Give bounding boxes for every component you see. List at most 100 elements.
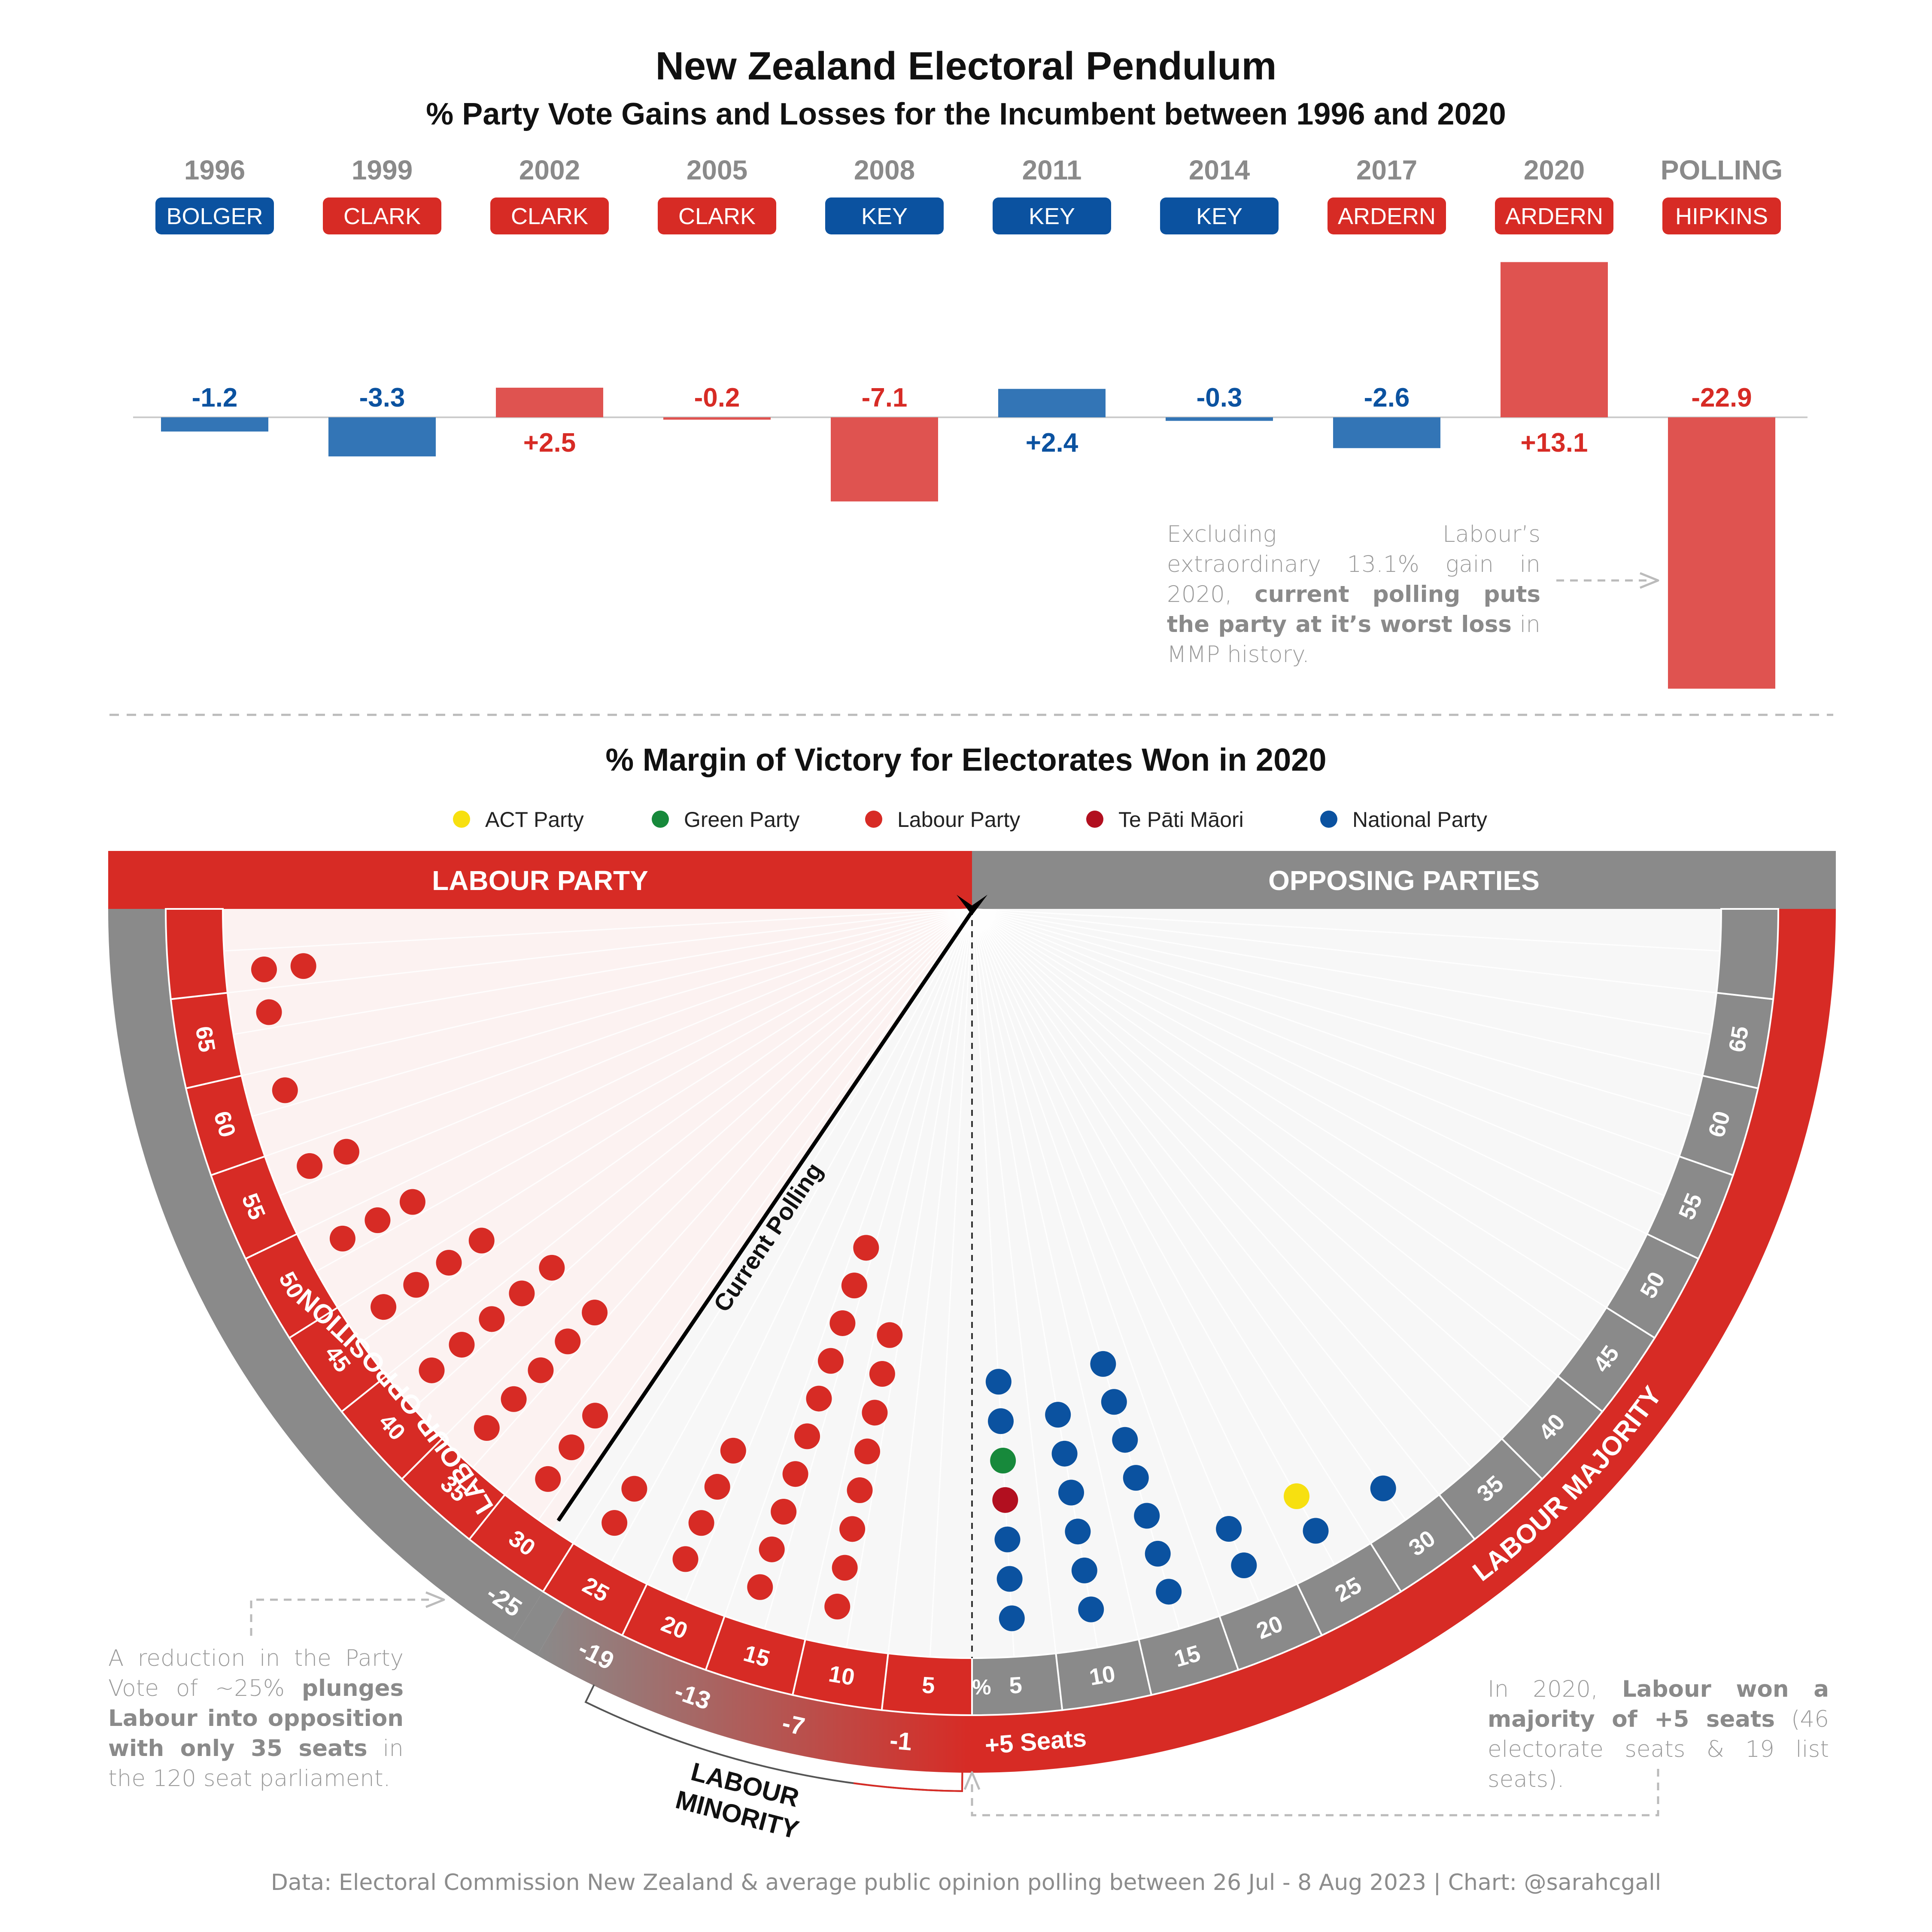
radial-guide <box>472 908 973 1468</box>
radial-guide <box>971 908 1371 1544</box>
bar-value-label: -2.6 <box>1364 383 1410 413</box>
national-electorate-dot <box>1145 1540 1171 1567</box>
national-electorate-dot <box>1045 1402 1071 1428</box>
legend-label: Green Party <box>684 808 800 832</box>
right-tick-segment <box>1605 1233 1700 1339</box>
radial-guide <box>846 908 973 1648</box>
bar-value-label: -3.3 <box>359 383 405 413</box>
year-label: POLLING <box>1661 155 1783 185</box>
labour-electorate-dot <box>877 1322 903 1348</box>
radial-guide <box>972 908 1703 1076</box>
leader-badge <box>658 197 776 234</box>
labour-electorate-dot <box>771 1499 797 1525</box>
bar <box>998 389 1106 417</box>
leader-label: KEY <box>1196 204 1242 229</box>
labour-electorate-dot <box>290 953 316 979</box>
pendulum-title: % Margin of Victory for Electorates Won … <box>605 742 1326 778</box>
labour-electorate-dot <box>839 1516 866 1542</box>
radial-guide <box>972 908 1584 1343</box>
radial-guide <box>971 908 1335 1565</box>
labour-party-band-label: LABOUR PARTY <box>432 865 648 896</box>
labour-electorate-dot <box>436 1250 462 1276</box>
national-electorate-dot <box>1065 1519 1091 1545</box>
right-tick-segment <box>1218 1583 1323 1671</box>
bar <box>1333 417 1440 448</box>
radial-guide <box>227 908 972 993</box>
year-label: 2020 <box>1524 155 1585 185</box>
national-electorate-dot <box>1134 1503 1160 1529</box>
bar <box>1166 417 1273 421</box>
maori-electorate-dot <box>992 1487 1018 1513</box>
right-tick-segment <box>1701 992 1774 1090</box>
radial-guide <box>337 908 972 1308</box>
radial-guide <box>252 908 972 1117</box>
radial-guide <box>724 908 973 1616</box>
labour-electorate-dot <box>333 1139 359 1165</box>
labour-electorate-dot <box>854 1438 881 1464</box>
radial-guide <box>971 908 1440 1495</box>
radial-guide <box>929 908 973 1657</box>
leader-label: CLARK <box>343 204 421 229</box>
year-label: 2002 <box>519 155 580 185</box>
opposition-arc <box>108 909 543 1640</box>
national-electorate-dot <box>1051 1440 1078 1467</box>
page-title: New Zealand Electoral Pendulum <box>656 44 1277 88</box>
year-label: 1999 <box>352 155 413 185</box>
majority-arc <box>972 909 1836 1773</box>
legend-label: ACT Party <box>485 808 584 832</box>
legend-swatch <box>865 811 882 828</box>
radial-guide <box>233 908 972 1035</box>
green-electorate-dot <box>990 1447 1016 1473</box>
labour-electorate-dot <box>853 1235 879 1261</box>
labour-electorate-dot <box>449 1332 475 1358</box>
labour-electorate-dot <box>829 1310 856 1336</box>
leader-badge <box>323 197 441 234</box>
radial-guide <box>316 908 972 1272</box>
labour-electorate-dot <box>559 1434 585 1461</box>
radial-guide <box>573 908 973 1544</box>
seat-tick-label: -1 <box>889 1726 913 1756</box>
right-tick-segment <box>1055 1638 1153 1711</box>
year-label: 1996 <box>184 155 245 185</box>
radial-guide <box>646 908 973 1584</box>
right-tick-segment <box>1296 1542 1402 1637</box>
labour-electorate-dot <box>862 1400 888 1426</box>
labour-electorate-dot <box>621 1476 647 1502</box>
radial-guide <box>684 908 973 1601</box>
bar <box>328 417 436 457</box>
legend-swatch <box>1086 811 1103 828</box>
pendulum-pivot <box>957 895 987 915</box>
radial-guide <box>972 908 1720 952</box>
radial-guide <box>972 908 1711 1035</box>
polling-annotation: Excluding Labour’s extraordinary 13.1% g… <box>1167 521 1540 668</box>
radial-guide <box>805 908 973 1640</box>
source-footer: Data: Electoral Commission New Zealand &… <box>270 1870 1662 1896</box>
party-legend: ACT Party Green Party Labour Party Te Pāti … <box>453 808 1487 832</box>
left-tick-label: 10 <box>827 1661 857 1690</box>
legend-label: Te Pāti Māori <box>1118 808 1244 832</box>
radial-guide <box>971 908 1502 1439</box>
right-tick-segment <box>1646 1155 1735 1260</box>
labour-electorate-dot <box>256 999 282 1025</box>
radial-guide <box>360 908 972 1343</box>
radial-guide <box>971 908 1220 1616</box>
radial-guide <box>971 908 1406 1521</box>
radial-guide <box>297 908 972 1235</box>
national-electorate-dot <box>988 1408 1014 1434</box>
leader-label: KEY <box>1029 204 1075 229</box>
labour-electorate-dot <box>841 1273 867 1299</box>
minority-arc-start <box>512 1592 566 1656</box>
labour-electorate-dot <box>759 1536 785 1562</box>
radial-guide <box>971 908 1139 1640</box>
bar <box>831 417 938 501</box>
labour-electorate-dot <box>468 1227 495 1254</box>
labour-electorate-dot <box>832 1555 858 1581</box>
pendulum-semicircle: LABOUR PARTY OPPOSING PARTIES656055504540… <box>108 851 1836 1844</box>
opposing-parties-band <box>972 851 1836 909</box>
left-tick-label: 5 <box>921 1672 936 1699</box>
national-electorate-dot <box>1058 1479 1084 1506</box>
leader-label: CLARK <box>511 204 588 229</box>
labour-electorate-dot <box>747 1574 773 1600</box>
labour-electorate-dot <box>474 1415 500 1441</box>
right-tick-label: 10 <box>1088 1661 1117 1690</box>
